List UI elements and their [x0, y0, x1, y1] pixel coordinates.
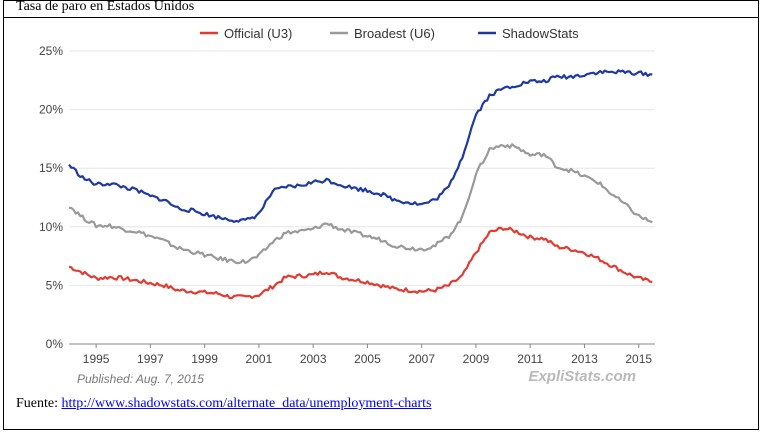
legend-label: Broadest (U6)	[354, 26, 435, 41]
x-tick-label: 2007	[408, 352, 435, 366]
series-line-1	[68, 143, 653, 265]
source-footer: Fuente: http://www.shadowstats.com/alter…	[16, 396, 432, 412]
source-link[interactable]: http://www.shadowstats.com/alternate_dat…	[61, 396, 432, 411]
x-tick-label: 2001	[246, 352, 273, 366]
y-tick-label: 15%	[39, 161, 63, 175]
legend-label: ShadowStats	[502, 26, 579, 41]
x-tick-label: 1995	[83, 352, 110, 366]
published-note: Published: Aug. 7, 2015	[77, 372, 204, 386]
x-tick-label: 1997	[137, 352, 164, 366]
y-tick-label: 10%	[39, 220, 63, 234]
legend-label: Official (U3)	[224, 26, 292, 41]
x-tick-label: 2005	[354, 352, 381, 366]
x-tick-label: 1999	[191, 352, 218, 366]
y-tick-label: 25%	[39, 44, 63, 58]
caption-row: Tasa de paro en Estados Unidos	[4, 0, 758, 18]
document-frame: Tasa de paro en Estados Unidos Fuente: h…	[3, 0, 759, 430]
y-tick-label: 0%	[46, 337, 64, 351]
x-tick-label: 2011	[517, 352, 543, 366]
brand-watermark: ExpliStats.com	[528, 368, 636, 385]
source-label: Fuente:	[16, 396, 58, 411]
x-tick-label: 2013	[571, 352, 598, 366]
y-tick-label: 5%	[46, 278, 64, 292]
series-line-2	[68, 69, 653, 223]
page-title: Tasa de paro en Estados Unidos	[16, 0, 195, 14]
series-line-0	[68, 226, 653, 300]
y-tick-label: 20%	[39, 103, 63, 117]
x-tick-label: 2015	[625, 352, 652, 366]
x-tick-label: 2009	[463, 352, 490, 366]
x-tick-label: 2003	[300, 352, 327, 366]
